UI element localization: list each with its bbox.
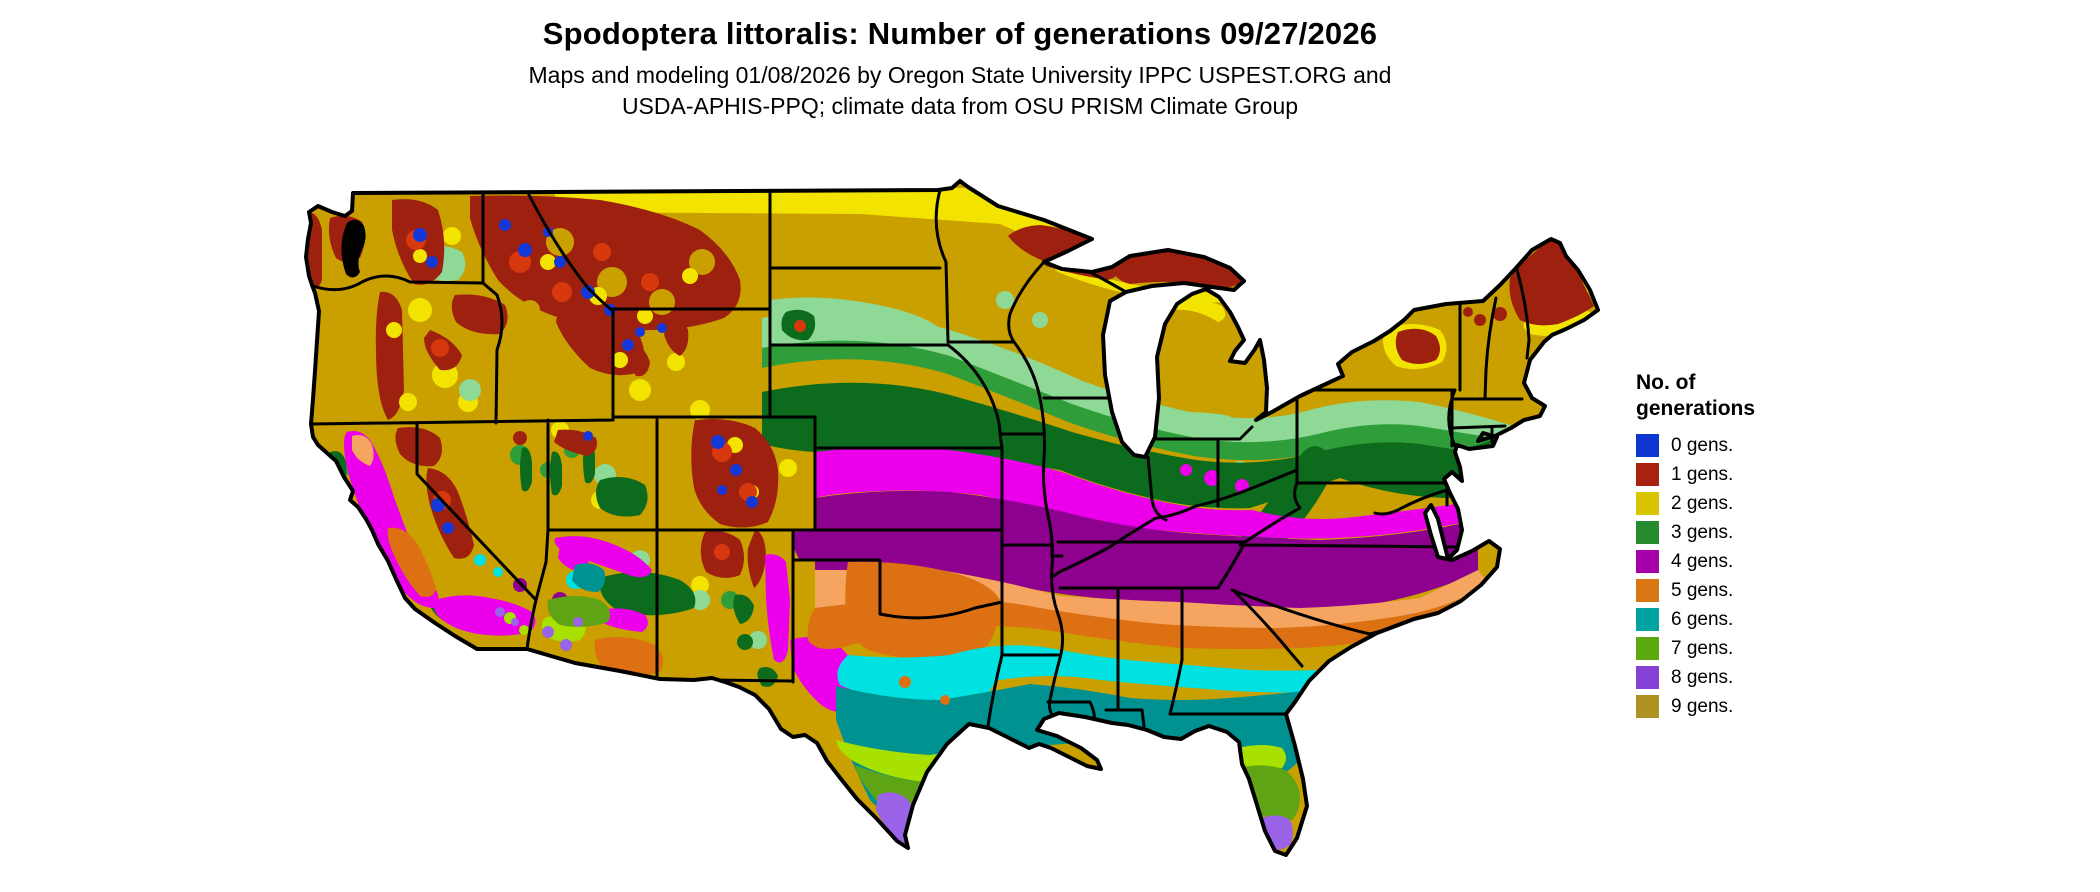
- legend-item: 1 gens.: [1636, 460, 1856, 489]
- legend-item: 6 gens.: [1636, 605, 1856, 634]
- legend-label: 7 gens.: [1671, 637, 1734, 659]
- state-borders: [309, 188, 1531, 728]
- legend-swatch: [1636, 695, 1659, 718]
- legend-item: 5 gens.: [1636, 576, 1856, 605]
- legend-label: 3 gens.: [1671, 521, 1734, 543]
- us-outline: [304, 179, 1600, 857]
- legend-items: 0 gens. 1 gens. 2 gens. 3 gens. 4 gens. 5 gen…: [1636, 431, 1856, 721]
- band-6-gens-dark: [572, 563, 1405, 830]
- legend-swatch: [1636, 579, 1659, 602]
- legend-item: 9 gens.: [1636, 692, 1856, 721]
- legend-label: 4 gens.: [1671, 550, 1734, 572]
- legend-item: 4 gens.: [1636, 547, 1856, 576]
- legend-title-line-1: No. of: [1636, 371, 1696, 394]
- band-5-gens-dark: [387, 527, 1495, 676]
- legend-swatch: [1636, 492, 1659, 515]
- legend-label: 8 gens.: [1671, 666, 1734, 688]
- legend-label: 1 gens.: [1671, 463, 1734, 485]
- orange-spots-over-cyan: [899, 676, 950, 705]
- map-fill-layers: [306, 181, 1598, 873]
- legend-item: 3 gens.: [1636, 518, 1856, 547]
- subtitle-line-2: USDA-APHIS-PPQ; climate data from OSU PR…: [621, 93, 1299, 119]
- legend-swatch: [1636, 608, 1659, 631]
- legend-swatch: [1636, 521, 1659, 544]
- legend-title: No. of generations: [1636, 370, 1856, 422]
- legend-swatch: [1636, 666, 1659, 689]
- legend-item: 0 gens.: [1636, 431, 1856, 460]
- legend: No. of generations 0 gens. 1 gens. 2 gens.…: [1636, 370, 1856, 721]
- legend-swatch: [1636, 637, 1659, 660]
- page-title: Spodoptera littoralis: Number of generat…: [542, 16, 1378, 51]
- legend-item: 7 gens.: [1636, 634, 1856, 663]
- legend-label: 6 gens.: [1671, 608, 1734, 630]
- legend-swatch: [1636, 463, 1659, 486]
- legend-swatch: [1636, 434, 1659, 457]
- legend-label: 2 gens.: [1671, 492, 1734, 514]
- legend-title-line-2: generations: [1636, 397, 1756, 420]
- legend-swatch: [1636, 550, 1659, 573]
- legend-label: 5 gens.: [1671, 579, 1734, 601]
- page-subtitle: Maps and modeling 01/08/2026 by Oregon S…: [0, 60, 1920, 122]
- subtitle-line-1: Maps and modeling 01/08/2026 by Oregon S…: [528, 62, 1392, 88]
- band-9-gens-olive: [1239, 857, 1268, 873]
- legend-label: 0 gens.: [1671, 434, 1734, 456]
- legend-label: 9 gens.: [1671, 695, 1734, 717]
- legend-item: 8 gens.: [1636, 663, 1856, 692]
- legend-item: 2 gens.: [1636, 489, 1856, 518]
- puget-sound-water: [341, 219, 366, 278]
